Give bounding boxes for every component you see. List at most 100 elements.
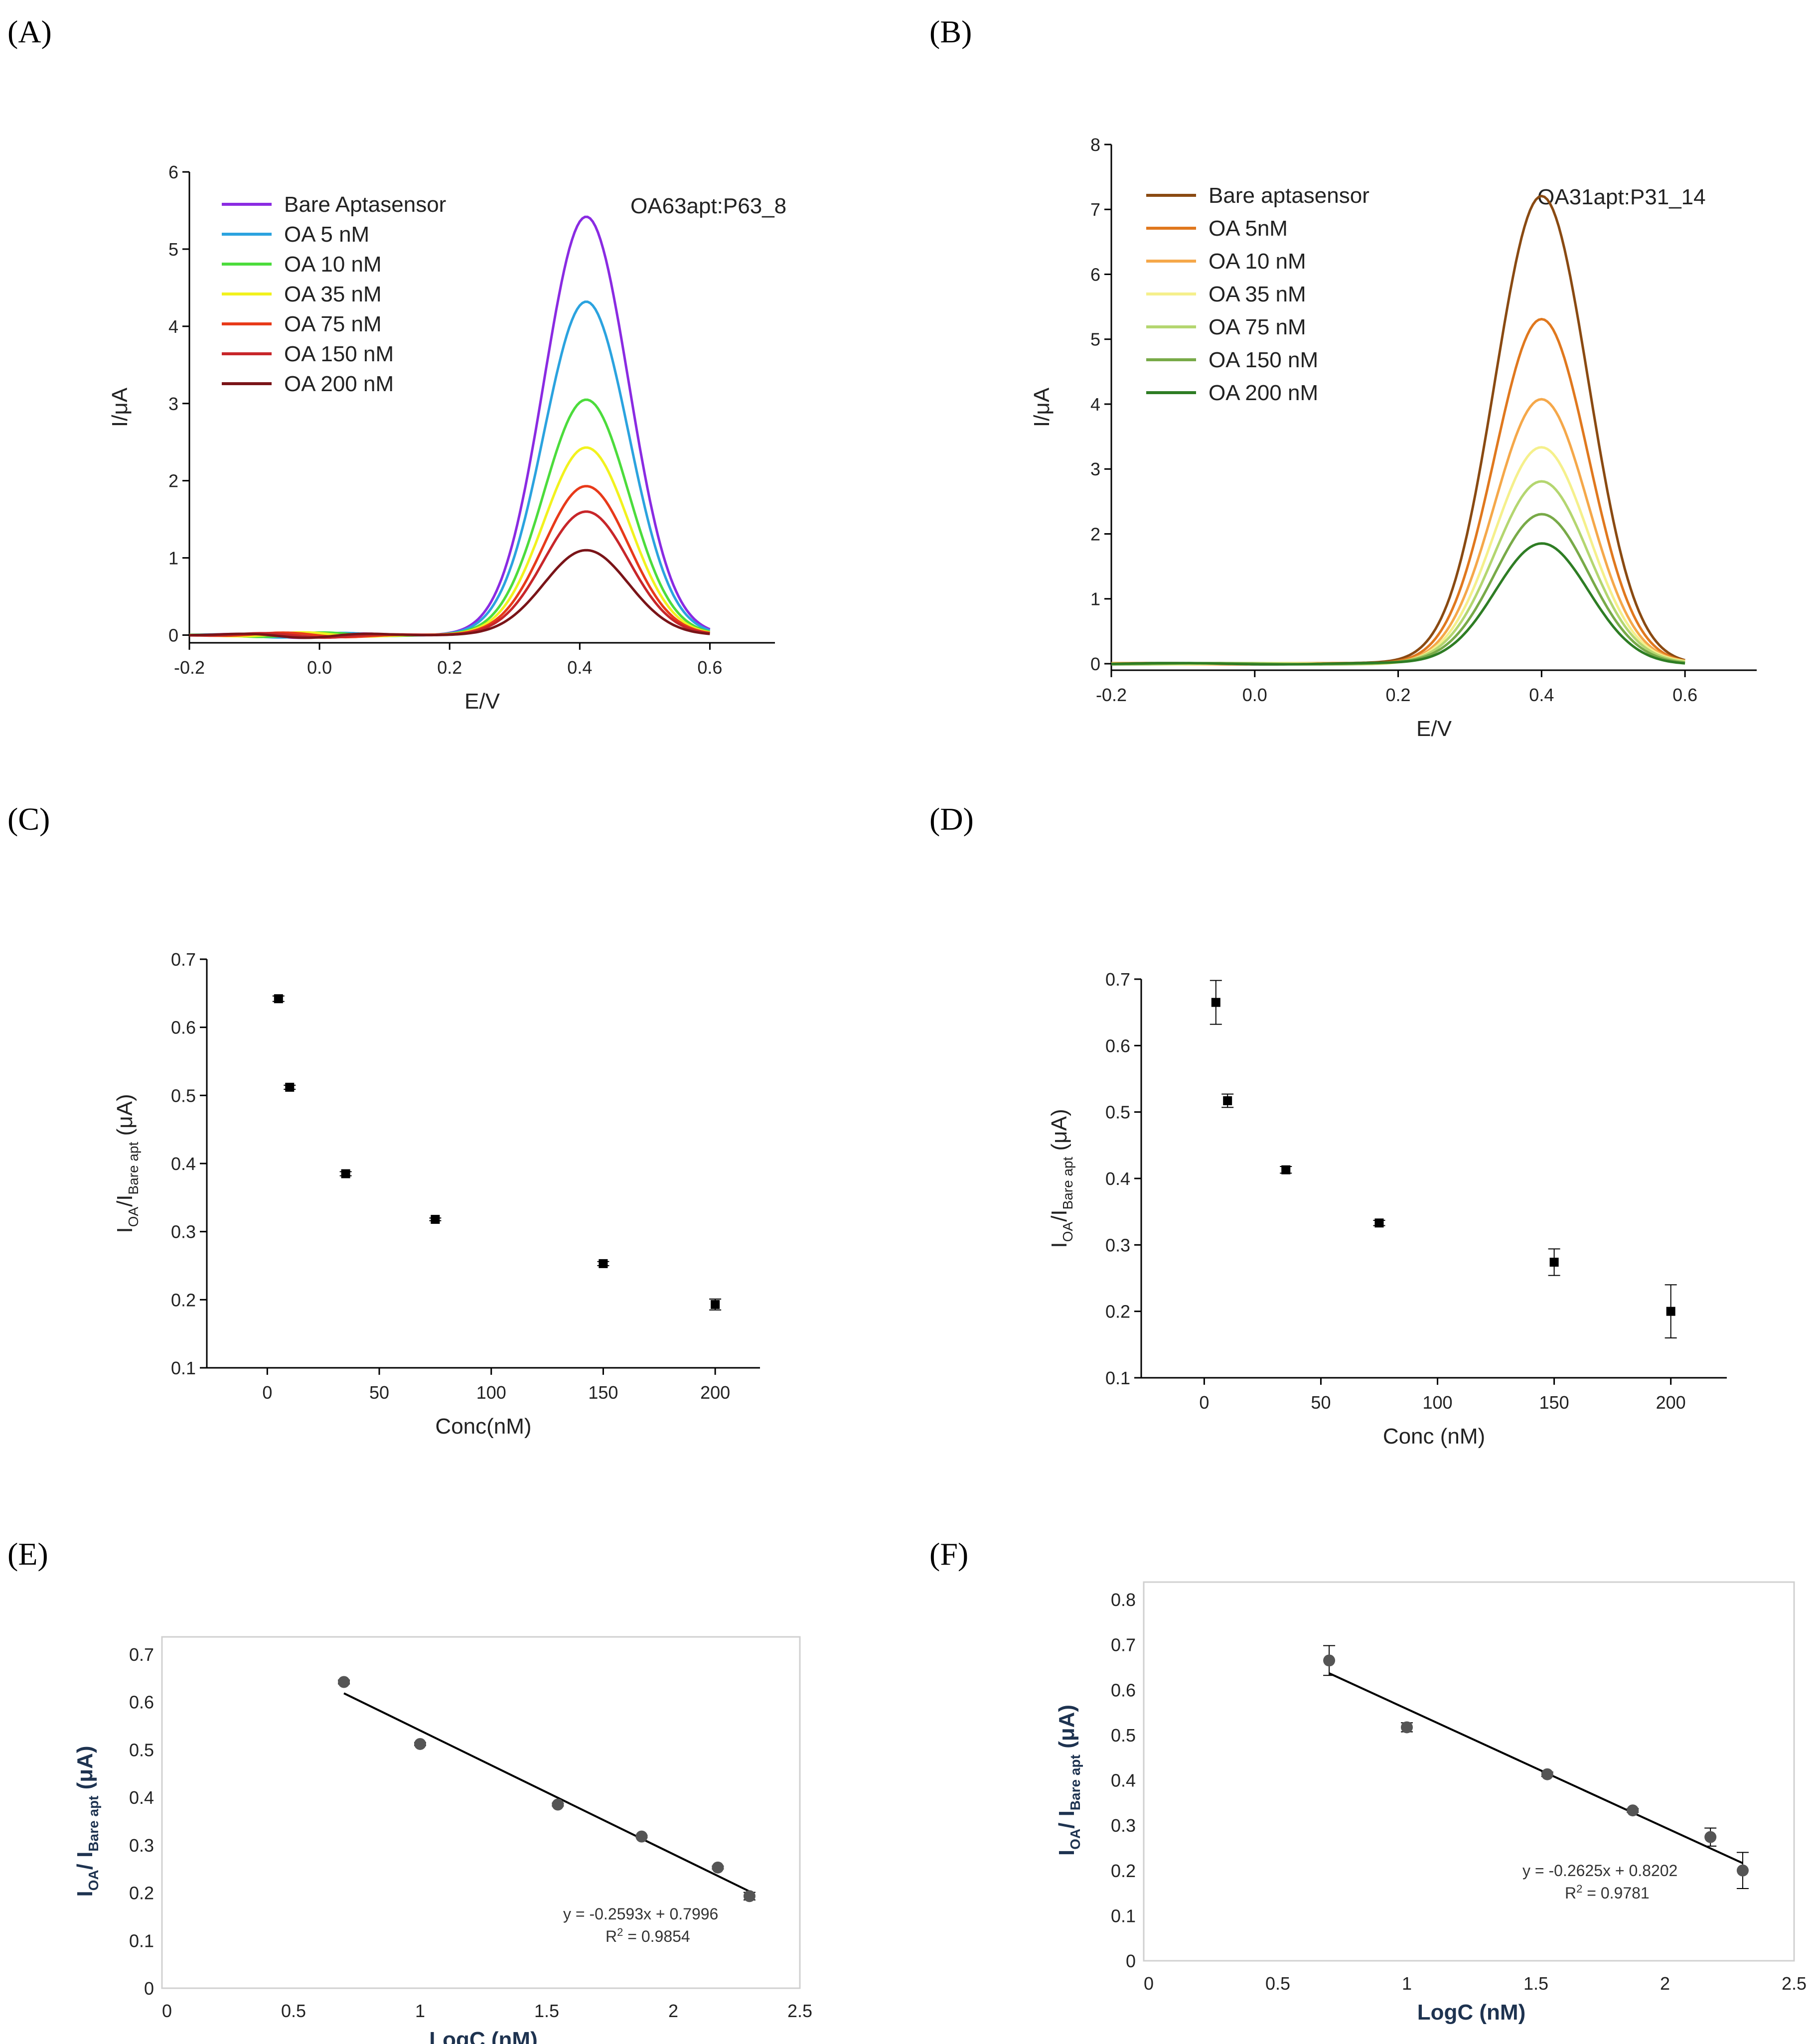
r-squared: R2 = 0.9854 — [606, 1926, 690, 1945]
legend-entry: OA 200 nM — [1209, 381, 1318, 405]
data-point — [599, 1259, 608, 1268]
y-tick-label: 0.6 — [1111, 1680, 1136, 1700]
x-axis-label: E/V — [464, 689, 500, 714]
legend-entry: OA 200 nM — [284, 372, 394, 396]
series-line — [189, 446, 710, 638]
y-axis-label: IOA/ IBare apt (μA) — [73, 1746, 101, 1897]
series-line — [189, 215, 711, 639]
x-tick-label: 0 — [1144, 1973, 1154, 1994]
data-point — [274, 994, 283, 1004]
trendline — [343, 1692, 750, 1893]
panel-c: (C) 0 50 100 150 200 0.1 0.2 0.3 0.4 0.5 0.6 0.7 Conc… — [7, 801, 760, 1439]
legend-entry: OA 5 nM — [284, 222, 369, 247]
x-tick-label: 0.4 — [1529, 685, 1554, 705]
x-tick-label: 50 — [1311, 1392, 1331, 1413]
y-tick-label: 5 — [168, 239, 178, 260]
data-point — [712, 1861, 724, 1874]
y-tick-label: 0.7 — [1105, 969, 1130, 990]
x-tick-label: 0.5 — [1265, 1973, 1290, 1994]
axes-frame — [206, 959, 760, 1369]
x-tick-label: 150 — [1539, 1392, 1569, 1413]
x-axis-label: Conc(nM) — [435, 1414, 531, 1439]
data-point — [338, 1676, 350, 1688]
data-point — [1704, 1831, 1717, 1843]
data-point — [1541, 1768, 1553, 1780]
x-tick-label: 1.5 — [534, 2001, 559, 2021]
data-point — [1223, 1096, 1232, 1105]
data-point — [1736, 1864, 1749, 1877]
y-tick-label: 0.3 — [1105, 1235, 1130, 1255]
x-tick-label: 0.5 — [281, 2001, 306, 2021]
y-tick-label: 3 — [1090, 459, 1100, 479]
r-squared: R2 = 0.9781 — [1565, 1883, 1650, 1902]
y-axis-label: IOA/IBare apt (μA) — [113, 1094, 141, 1233]
y-tick-label: 0.7 — [171, 949, 196, 970]
x-tick-label: 0 — [162, 2001, 172, 2021]
y-tick-label: 0.7 — [1111, 1635, 1136, 1655]
x-tick-label: 2 — [668, 2001, 678, 2021]
data-point — [1549, 1258, 1559, 1267]
y-axis-label: I/μA — [108, 387, 132, 427]
x-tick-label: 100 — [476, 1382, 506, 1403]
sensor-annotation: OA31apt:P31_14 — [1537, 185, 1706, 209]
series-line — [1111, 317, 1685, 666]
series-line — [189, 549, 710, 639]
y-axis-label: IOA/IBare apt (μA) — [1047, 1109, 1075, 1248]
data-point — [341, 1169, 350, 1178]
y-tick-label: 2 — [1090, 524, 1100, 544]
legend-entry: OA 150 nM — [284, 342, 394, 366]
panel-label: (A) — [7, 14, 52, 49]
data-point — [743, 1890, 756, 1902]
panel-d: (D) 0 50 100 150 200 0.1 0.2 0.3 0.4 0.5 0.6 0.7 Conc… — [929, 801, 1727, 1449]
data-point — [1323, 1654, 1336, 1667]
x-tick-label: 0.0 — [1242, 685, 1267, 705]
x-tick-label: 50 — [369, 1382, 389, 1403]
y-tick-label: 0.7 — [129, 1644, 154, 1665]
legend-entry: Bare Aptasensor — [284, 192, 446, 217]
y-tick-label: 0.2 — [171, 1290, 196, 1310]
y-tick-label: 5 — [1090, 329, 1100, 350]
x-axis-label: LogC (nM) — [1417, 2000, 1525, 2025]
y-tick-label: 0.4 — [171, 1154, 196, 1174]
legend-entry: OA 5nM — [1209, 216, 1288, 241]
y-tick-label: 0 — [144, 1978, 154, 1999]
x-tick-label: -0.2 — [1096, 685, 1127, 705]
data-point — [1374, 1218, 1384, 1228]
data-point — [1666, 1307, 1675, 1316]
y-tick-label: 0.1 — [129, 1930, 154, 1951]
x-tick-label: 200 — [700, 1382, 730, 1403]
series-line — [189, 398, 711, 638]
series-line — [1111, 480, 1685, 666]
y-tick-label: 0.1 — [171, 1358, 196, 1378]
data-point — [635, 1830, 648, 1843]
y-tick-label: 0.2 — [1111, 1861, 1136, 1881]
x-axis-label: LogC (nM) — [429, 2028, 537, 2044]
x-tick-label: 1 — [1402, 1973, 1412, 1994]
panel-label: (B) — [929, 14, 972, 49]
panel-label: (D) — [929, 801, 974, 837]
y-tick-label: 0.5 — [1105, 1102, 1130, 1123]
y-tick-label: 8 — [1090, 135, 1100, 155]
data-point — [1211, 998, 1220, 1007]
x-tick-label: 0.6 — [1672, 685, 1697, 705]
y-tick-label: 0.2 — [129, 1883, 154, 1903]
y-tick-label: 0.6 — [129, 1692, 154, 1713]
x-tick-label: 2.5 — [1782, 1973, 1807, 1994]
x-tick-label: 0 — [1199, 1392, 1209, 1413]
y-axis-label: IOA/ IBare apt (μA) — [1055, 1705, 1083, 1856]
y-tick-label: 0 — [1090, 654, 1100, 674]
y-tick-label: 0.8 — [1111, 1590, 1136, 1610]
data-point — [1281, 1165, 1291, 1174]
legend-entry: OA 150 nM — [1209, 348, 1318, 372]
regression-equation: y = -0.2593x + 0.7996 — [563, 1905, 718, 1923]
y-tick-label: 7 — [1090, 199, 1100, 220]
y-tick-label: 0.6 — [171, 1018, 196, 1038]
y-tick-label: 6 — [1090, 264, 1100, 285]
regression-equation: y = -0.2625x + 0.8202 — [1522, 1862, 1677, 1880]
x-tick-label: 0.2 — [1386, 685, 1411, 705]
x-tick-label: 150 — [588, 1382, 618, 1403]
legend-entry: Bare aptasensor — [1209, 183, 1369, 208]
x-tick-label: 2 — [1660, 1973, 1670, 1994]
y-tick-label: 1 — [168, 548, 178, 569]
data-point — [1627, 1804, 1639, 1817]
